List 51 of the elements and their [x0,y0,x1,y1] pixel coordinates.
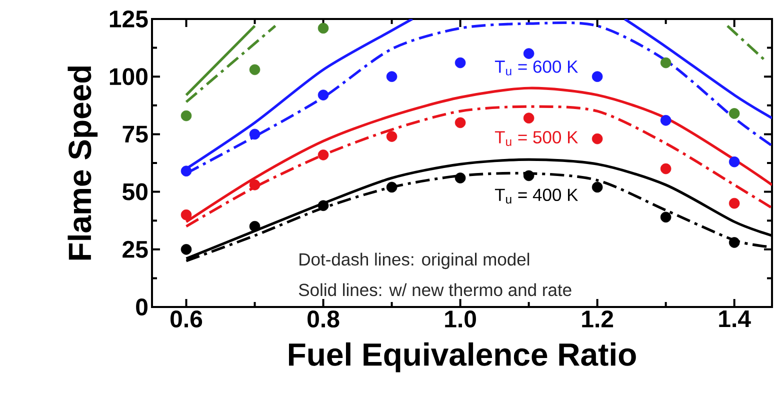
point [728,237,740,248]
point [249,220,260,232]
annotation: Dot-dash lines: original model [300,252,530,270]
point [318,150,329,160]
annotation: T$_{u}$ = 500 K [494,131,578,146]
point [249,64,260,76]
y-tick-label: 50 [122,183,148,200]
point [660,212,672,223]
point [454,117,466,128]
y-tick-label: 25 [122,240,148,258]
x-tick-label: 1.2 [582,310,614,328]
point [523,112,534,124]
point [180,209,192,220]
line-series [184,86,772,224]
point [728,156,740,168]
point [180,166,192,176]
point [180,110,192,122]
point [660,57,672,68]
point [249,179,260,190]
y-tick-label: 100 [110,68,148,86]
point [592,133,603,144]
point [386,131,398,142]
x-tick-label: 0.6 [170,310,202,328]
point [386,182,398,193]
annotation: T$_{u}$ = 400 K [494,188,578,204]
x-tick-label: 0.8 [308,310,340,328]
point [660,163,672,174]
annotation: T$_{u}$ = 600 K [494,60,578,76]
point [728,198,740,209]
y-tick-label: 0 [136,298,148,316]
x-tick-label: 1.0 [445,310,476,328]
point [386,71,398,82]
point [318,22,329,34]
point [180,244,192,255]
point [454,172,466,184]
point [249,128,260,140]
point [318,90,329,100]
x-tick-label: 1.4 [719,310,751,328]
y-tick-label: 125 [110,10,148,28]
x-axis-title: Fuel Equivalence Ratio [288,342,636,372]
point [318,200,329,212]
point [454,57,466,68]
annotation: Solid lines: w/ new thermo and rate [298,283,572,296]
point [660,114,672,126]
y-axis-title: Flame Speed [68,66,98,260]
point [523,170,534,182]
point [523,48,534,59]
point [592,71,603,82]
point [728,108,740,119]
point [592,182,603,193]
y-tick-label: 75 [122,126,148,143]
